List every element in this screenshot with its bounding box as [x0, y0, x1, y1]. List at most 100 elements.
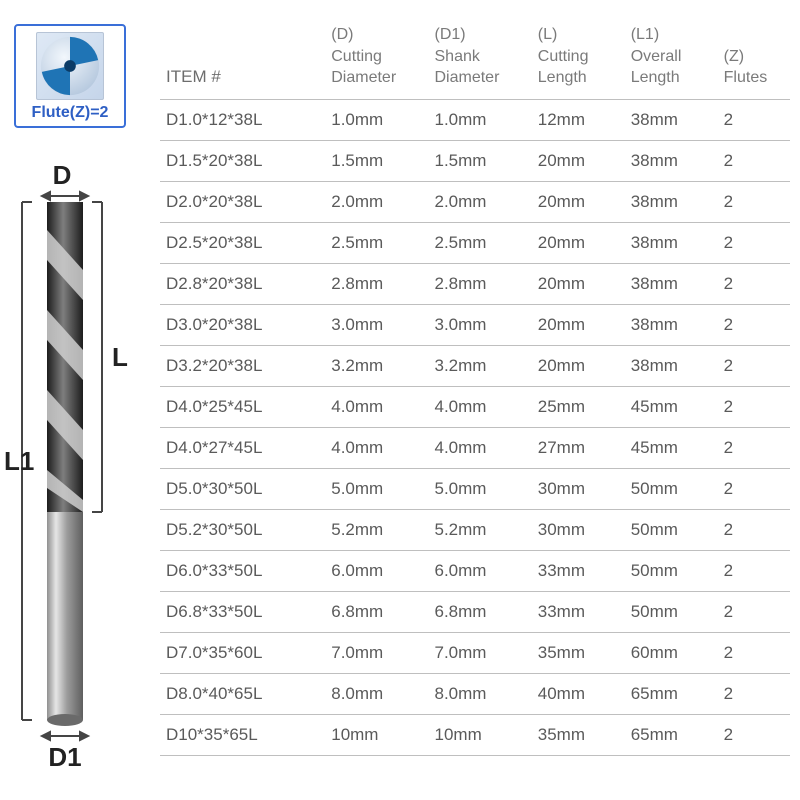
- table-cell: D1.0*12*38L: [160, 99, 325, 140]
- table-cell: 20mm: [532, 222, 625, 263]
- table-cell: D2.5*20*38L: [160, 222, 325, 263]
- table-cell: 8.0mm: [429, 673, 532, 714]
- table-cell: 50mm: [625, 509, 718, 550]
- table-cell: 2: [718, 427, 790, 468]
- table-cell: 2: [718, 509, 790, 550]
- col-l1: (L1) Overall Length: [625, 22, 718, 99]
- table-cell: 8.0mm: [325, 673, 428, 714]
- table-cell: 2: [718, 222, 790, 263]
- table-cell: 45mm: [625, 386, 718, 427]
- table-cell: 3.2mm: [325, 345, 428, 386]
- table-cell: 65mm: [625, 673, 718, 714]
- table-cell: 6.8mm: [429, 591, 532, 632]
- table-cell: 2: [718, 345, 790, 386]
- table-cell: 38mm: [625, 99, 718, 140]
- table-cell: D3.0*20*38L: [160, 304, 325, 345]
- table-cell: 1.5mm: [325, 140, 428, 181]
- table-cell: D3.2*20*38L: [160, 345, 325, 386]
- table-cell: 35mm: [532, 632, 625, 673]
- label-d: D: [53, 160, 72, 190]
- table-cell: D7.0*35*60L: [160, 632, 325, 673]
- table-cell: 4.0mm: [429, 427, 532, 468]
- table-cell: D6.8*33*50L: [160, 591, 325, 632]
- table-cell: 38mm: [625, 345, 718, 386]
- table-cell: D6.0*33*50L: [160, 550, 325, 591]
- table-cell: 2: [718, 304, 790, 345]
- table-cell: 5.2mm: [429, 509, 532, 550]
- flute-icon: [36, 32, 104, 100]
- col-d: (D) Cutting Diameter: [325, 22, 428, 99]
- table-row: D2.0*20*38L2.0mm2.0mm20mm38mm2: [160, 181, 790, 222]
- col-item: - ITEM #: [160, 22, 325, 99]
- table-cell: 2.0mm: [325, 181, 428, 222]
- right-column: - ITEM # (D) Cutting Diameter (D1) Shank…: [150, 0, 800, 800]
- table-row: D2.5*20*38L2.5mm2.5mm20mm38mm2: [160, 222, 790, 263]
- table-row: D6.8*33*50L6.8mm6.8mm33mm50mm2: [160, 591, 790, 632]
- table-cell: 3.0mm: [429, 304, 532, 345]
- table-cell: D2.8*20*38L: [160, 263, 325, 304]
- table-cell: 4.0mm: [429, 386, 532, 427]
- table-cell: 1.5mm: [429, 140, 532, 181]
- table-cell: 1.0mm: [325, 99, 428, 140]
- table-row: D1.5*20*38L1.5mm1.5mm20mm38mm2: [160, 140, 790, 181]
- table-cell: 20mm: [532, 181, 625, 222]
- table-cell: 10mm: [429, 714, 532, 755]
- table-cell: 2.5mm: [429, 222, 532, 263]
- table-row: D5.2*30*50L5.2mm5.2mm30mm50mm2: [160, 509, 790, 550]
- table-cell: 2: [718, 673, 790, 714]
- table-cell: 45mm: [625, 427, 718, 468]
- label-l1: L1: [4, 446, 34, 476]
- drill-diagram: L1 D: [0, 160, 150, 780]
- table-cell: 2: [718, 386, 790, 427]
- label-l: L: [112, 342, 128, 372]
- table-cell: 20mm: [532, 345, 625, 386]
- table-row: D4.0*25*45L4.0mm4.0mm25mm45mm2: [160, 386, 790, 427]
- table-cell: 2: [718, 468, 790, 509]
- table-body: D1.0*12*38L1.0mm1.0mm12mm38mm2D1.5*20*38…: [160, 99, 790, 755]
- table-cell: 5.2mm: [325, 509, 428, 550]
- table-cell: D5.0*30*50L: [160, 468, 325, 509]
- table-cell: 6.0mm: [429, 550, 532, 591]
- col-d1: (D1) Shank Diameter: [429, 22, 532, 99]
- table-cell: 12mm: [532, 99, 625, 140]
- table-cell: 50mm: [625, 591, 718, 632]
- table-cell: 4.0mm: [325, 386, 428, 427]
- page-root: Flute(Z)=2: [0, 0, 800, 800]
- table-row: D10*35*65L10mm10mm35mm65mm2: [160, 714, 790, 755]
- table-cell: 30mm: [532, 509, 625, 550]
- table-row: D2.8*20*38L2.8mm2.8mm20mm38mm2: [160, 263, 790, 304]
- table-cell: 7.0mm: [429, 632, 532, 673]
- table-cell: 6.8mm: [325, 591, 428, 632]
- table-cell: D4.0*27*45L: [160, 427, 325, 468]
- table-cell: D5.2*30*50L: [160, 509, 325, 550]
- table-cell: 2: [718, 550, 790, 591]
- table-row: D1.0*12*38L1.0mm1.0mm12mm38mm2: [160, 99, 790, 140]
- table-cell: 2: [718, 263, 790, 304]
- table-cell: 38mm: [625, 222, 718, 263]
- table-row: D4.0*27*45L4.0mm4.0mm27mm45mm2: [160, 427, 790, 468]
- table-cell: 2.5mm: [325, 222, 428, 263]
- table-row: D5.0*30*50L5.0mm5.0mm30mm50mm2: [160, 468, 790, 509]
- table-cell: 27mm: [532, 427, 625, 468]
- table-cell: D1.5*20*38L: [160, 140, 325, 181]
- table-cell: 20mm: [532, 304, 625, 345]
- table-cell: 1.0mm: [429, 99, 532, 140]
- table-cell: 4.0mm: [325, 427, 428, 468]
- table-cell: 2: [718, 632, 790, 673]
- table-cell: 5.0mm: [325, 468, 428, 509]
- table-row: D7.0*35*60L7.0mm7.0mm35mm60mm2: [160, 632, 790, 673]
- flute-box: Flute(Z)=2: [14, 24, 126, 128]
- table-cell: 2: [718, 140, 790, 181]
- table-header: - ITEM # (D) Cutting Diameter (D1) Shank…: [160, 22, 790, 99]
- table-cell: 5.0mm: [429, 468, 532, 509]
- left-column: Flute(Z)=2: [0, 0, 150, 800]
- table-cell: 38mm: [625, 140, 718, 181]
- table-row: D3.0*20*38L3.0mm3.0mm20mm38mm2: [160, 304, 790, 345]
- table-cell: 33mm: [532, 550, 625, 591]
- table-cell: 2: [718, 99, 790, 140]
- table-cell: 2: [718, 591, 790, 632]
- table-cell: D10*35*65L: [160, 714, 325, 755]
- table-cell: D2.0*20*38L: [160, 181, 325, 222]
- table-row: D6.0*33*50L6.0mm6.0mm33mm50mm2: [160, 550, 790, 591]
- table-row: D8.0*40*65L8.0mm8.0mm40mm65mm2: [160, 673, 790, 714]
